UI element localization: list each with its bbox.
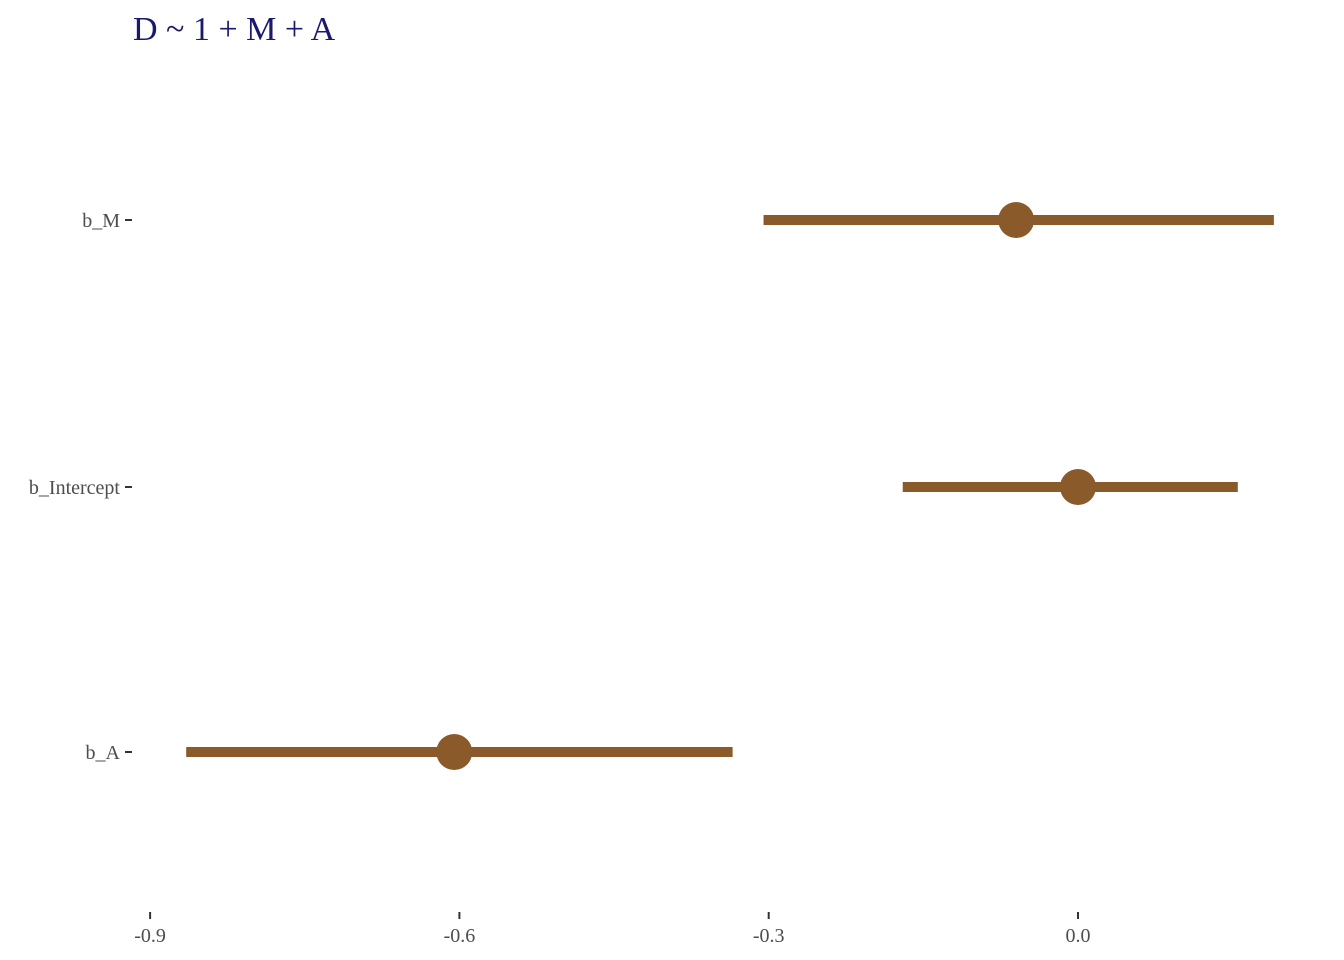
point-b-m xyxy=(998,202,1035,238)
x-tick-label: -0.9 xyxy=(134,925,166,947)
x-tick-label: -0.3 xyxy=(753,925,785,947)
point-b-a xyxy=(436,734,473,770)
chart-title: D ~ 1 + M + A xyxy=(133,11,336,48)
y-axis: b_M b_Intercept b_A xyxy=(29,210,132,764)
plot-panel xyxy=(186,202,1274,770)
y-tick-label-b-m: b_M xyxy=(82,210,120,232)
x-axis: -0.9 -0.6 -0.3 0.0 xyxy=(134,912,1091,947)
x-tick-label: 0.0 xyxy=(1066,925,1091,947)
x-tick-label: -0.6 xyxy=(444,925,476,947)
point-b-intercept xyxy=(1060,469,1096,505)
y-tick-label-b-a: b_A xyxy=(86,742,121,764)
y-tick-label-b-intercept: b_Intercept xyxy=(29,477,121,499)
